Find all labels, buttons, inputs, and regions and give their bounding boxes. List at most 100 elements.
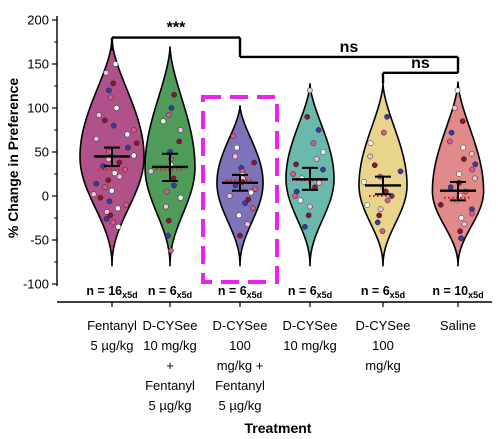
data-point bbox=[459, 118, 466, 125]
violin-group-6: n = 10x5d bbox=[431, 81, 485, 300]
highlight-box bbox=[201, 95, 279, 284]
data-point bbox=[171, 182, 177, 189]
n-label: n = 6x5d bbox=[218, 284, 262, 300]
data-point bbox=[105, 177, 112, 184]
data-point bbox=[165, 112, 172, 118]
data-point bbox=[376, 212, 382, 219]
significance-label: ns bbox=[411, 55, 430, 72]
data-point bbox=[367, 140, 374, 147]
data-point bbox=[103, 69, 109, 76]
data-point bbox=[148, 168, 154, 175]
data-point bbox=[177, 127, 184, 133]
y-tick-label: 50 bbox=[35, 145, 49, 160]
x-category-label: D-CYSee 100 mg/kg + Fentanyl 5 µg/kg bbox=[213, 318, 268, 413]
data-point bbox=[458, 235, 464, 242]
data-point bbox=[113, 105, 120, 111]
data-point bbox=[237, 232, 243, 239]
data-point bbox=[171, 91, 177, 98]
data-point bbox=[461, 221, 468, 228]
data-point bbox=[458, 215, 465, 221]
data-point bbox=[310, 140, 317, 147]
data-point bbox=[168, 105, 175, 111]
data-point bbox=[472, 161, 479, 168]
data-point bbox=[451, 105, 458, 111]
data-point bbox=[106, 149, 112, 155]
data-point bbox=[104, 208, 110, 215]
violin-group-5: n = 6x5d bbox=[358, 83, 408, 300]
data-point bbox=[380, 129, 387, 136]
data-point bbox=[244, 221, 251, 228]
data-point bbox=[384, 197, 391, 204]
data-point bbox=[115, 205, 121, 212]
bracket-2: ns bbox=[238, 39, 460, 71]
data-point bbox=[313, 156, 320, 162]
data-point bbox=[96, 112, 102, 118]
x-category-label: D-CYSee 10 mg/kg bbox=[283, 318, 338, 353]
data-point bbox=[110, 80, 117, 87]
data-point bbox=[165, 232, 171, 239]
data-point bbox=[111, 170, 118, 176]
data-point bbox=[226, 193, 233, 199]
data-point bbox=[106, 87, 112, 94]
bracket-3: ns bbox=[381, 55, 460, 84]
significance-label: ns bbox=[340, 39, 359, 56]
data-point bbox=[130, 127, 137, 133]
data-point bbox=[107, 94, 114, 101]
violin-group-4: n = 6x5d bbox=[285, 83, 335, 300]
y-axis-title: % Change in Preference bbox=[5, 78, 21, 238]
data-point bbox=[307, 87, 313, 94]
y-tick-label: 200 bbox=[27, 13, 49, 28]
data-point bbox=[306, 203, 313, 210]
data-point bbox=[384, 113, 390, 120]
data-point bbox=[469, 210, 475, 217]
x-category-label: Fentanyl 5 µg/kg bbox=[87, 318, 137, 353]
data-point bbox=[250, 205, 256, 212]
x-category-label: D-CYSee 10 mg/kg + Fentanyl 5 µg/kg bbox=[143, 318, 198, 413]
data-point bbox=[377, 206, 384, 213]
data-point bbox=[233, 144, 240, 151]
data-point bbox=[248, 189, 254, 196]
violin-group-3: n = 6x5d bbox=[216, 105, 264, 300]
y-tick-label: 0 bbox=[42, 189, 49, 204]
data-point bbox=[320, 149, 327, 155]
data-point bbox=[252, 186, 258, 192]
data-point bbox=[168, 247, 174, 254]
data-point bbox=[367, 153, 374, 160]
data-point bbox=[116, 173, 123, 180]
data-point bbox=[320, 166, 326, 173]
data-point bbox=[460, 144, 467, 151]
data-point bbox=[102, 184, 108, 191]
data-point bbox=[447, 184, 454, 191]
data-point bbox=[230, 133, 237, 140]
y-tick-label: 150 bbox=[27, 57, 49, 72]
plot-area: n = 16x5d n = 6x5d n = 6x5d n = 6x5d n = 6x5… bbox=[79, 39, 485, 300]
n-label: n = 6x5d bbox=[148, 284, 192, 300]
data-point bbox=[236, 212, 242, 219]
data-point bbox=[364, 201, 371, 208]
data-point bbox=[454, 87, 461, 94]
data-point bbox=[131, 152, 137, 159]
data-point bbox=[116, 159, 123, 166]
violin-group-1: n = 16x5d bbox=[79, 39, 145, 300]
data-point bbox=[133, 140, 140, 147]
data-point bbox=[108, 187, 115, 194]
data-point bbox=[123, 201, 129, 208]
significance-brackets: *** ns ns bbox=[110, 20, 460, 84]
data-point bbox=[448, 129, 455, 136]
x-axis-title: Treatment bbox=[245, 420, 312, 436]
data-point bbox=[371, 162, 378, 169]
data-point bbox=[106, 198, 113, 205]
data-point bbox=[304, 113, 311, 120]
data-point bbox=[110, 122, 117, 129]
data-point bbox=[456, 171, 462, 177]
x-category-label: D-CYSee 100 mg/kg bbox=[356, 318, 411, 373]
data-point bbox=[437, 201, 444, 208]
data-point bbox=[297, 197, 304, 204]
data-point bbox=[471, 175, 478, 182]
data-point bbox=[361, 179, 367, 185]
y-tick-label: -50 bbox=[30, 233, 49, 248]
data-point bbox=[107, 212, 114, 219]
data-point bbox=[103, 216, 110, 222]
n-label: n = 6x5d bbox=[361, 284, 405, 300]
data-point bbox=[90, 191, 97, 198]
